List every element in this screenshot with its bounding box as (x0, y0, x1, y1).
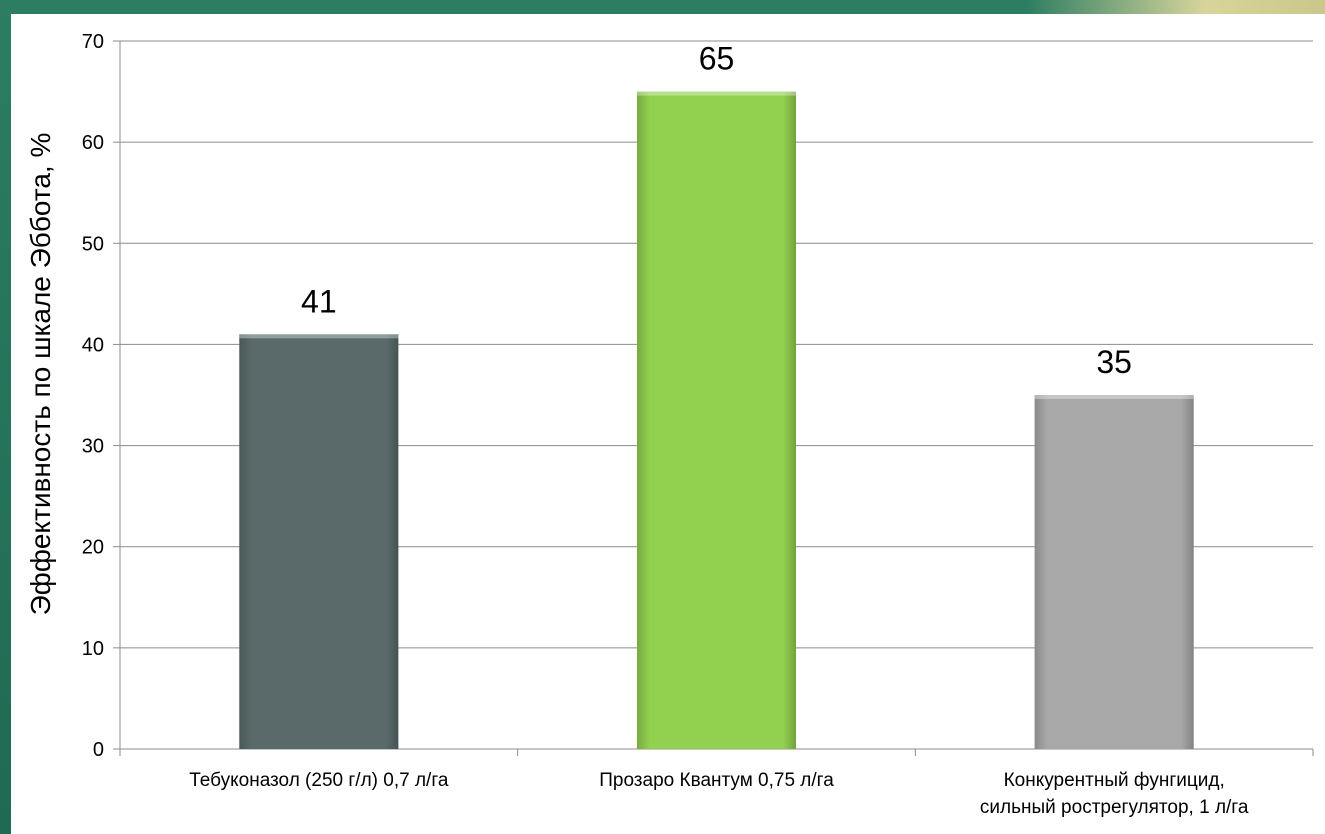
bar-shading (1034, 395, 1194, 749)
y-tick-label: 0 (93, 739, 104, 761)
x-tick-label: сильный рострегулятор, 1 л/га (980, 797, 1249, 818)
x-tick-label: Прозаро Квантум 0,75 л/га (599, 770, 834, 791)
bar-highlight (636, 91, 797, 96)
bars (239, 91, 1194, 750)
header-decoration (1025, 0, 1325, 14)
y-axis: 0 10 20 30 40 50 60 70 (82, 31, 121, 761)
data-label: 35 (1096, 344, 1132, 380)
y-tick-label: 60 (82, 132, 104, 154)
y-tick-label: 40 (82, 334, 104, 356)
data-label: 41 (301, 283, 337, 319)
bar-highlight (239, 334, 399, 339)
y-tick-label: 10 (82, 638, 104, 660)
bar-shading (239, 334, 399, 749)
x-tick-label: Тебуконазол (250 г/л) 0,7 л/га (189, 770, 449, 791)
data-label: 65 (699, 41, 735, 77)
x-tick-label: Конкурентный фунгицид, (1004, 770, 1225, 791)
x-axis: Тебуконазол (250 г/л) 0,7 л/га Прозаро Кв… (119, 748, 1314, 818)
y-tick-label: 50 (82, 233, 104, 255)
y-tick-label: 30 (82, 436, 104, 458)
y-tick-label: 70 (82, 31, 104, 53)
data-labels: 41 65 35 (301, 41, 1132, 380)
bar-highlight (1034, 395, 1194, 399)
y-tick-label: 20 (82, 537, 104, 559)
y-axis-title: Эффективность по шкале Эббота, % (25, 133, 56, 616)
bar-shading (636, 91, 797, 750)
